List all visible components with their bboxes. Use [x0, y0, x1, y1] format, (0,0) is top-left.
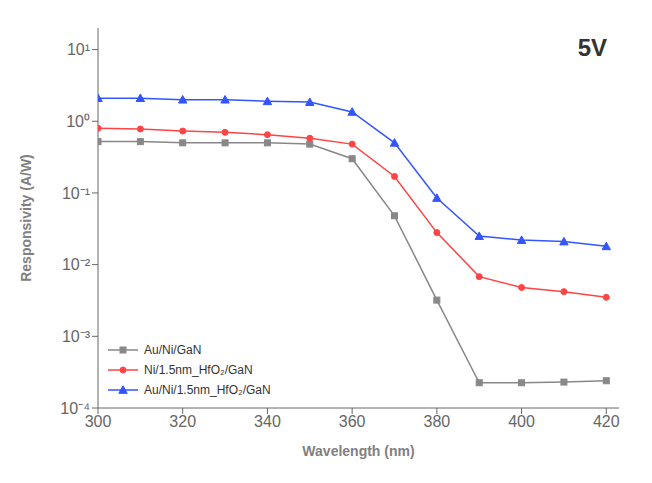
- svg-text:10⁻³: 10⁻³: [62, 328, 91, 345]
- svg-text:Wavelength (nm): Wavelength (nm): [302, 443, 414, 459]
- svg-text:340: 340: [254, 413, 281, 430]
- svg-text:320: 320: [169, 413, 196, 430]
- svg-text:10⁻²: 10⁻²: [62, 256, 91, 273]
- svg-text:10⁰: 10⁰: [66, 113, 90, 130]
- svg-text:10⁻¹: 10⁻¹: [62, 185, 90, 202]
- html-text:Au/Ni/GaN: Au/Ni/GaN: [144, 343, 202, 357]
- svg-text:400: 400: [508, 413, 535, 430]
- svg-text:10⁻⁴: 10⁻⁴: [60, 400, 90, 417]
- svg-text:10¹: 10¹: [67, 41, 90, 58]
- html-text:5V: 5V: [577, 34, 607, 61]
- svg-text:Responsivity (A/W): Responsivity (A/W): [18, 154, 34, 282]
- html-text:Ni/1.5nm_HfO₂/GaN: Ni/1.5nm_HfO₂/GaN: [144, 363, 253, 377]
- svg-text:360: 360: [339, 413, 366, 430]
- svg-text:300: 300: [84, 413, 112, 431]
- html-text:Au/Ni/1.5nm_HfO₂/GaN: Au/Ni/1.5nm_HfO₂/GaN: [144, 383, 271, 397]
- svg-text:380: 380: [424, 413, 451, 430]
- svg-text:420: 420: [593, 413, 620, 430]
